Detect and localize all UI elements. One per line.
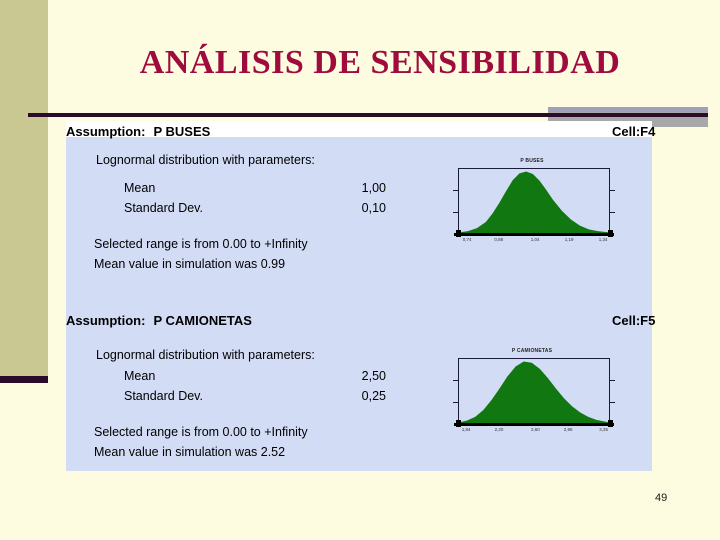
chart-plot-area-1: [458, 358, 610, 424]
chart-tick-label-1-4: 3,35: [599, 427, 608, 432]
assumption-label-1: Assumption:: [66, 313, 146, 328]
chart-title-1: P CAMIONETAS: [511, 348, 553, 354]
chart-tick-label-0-4: 1,34: [598, 237, 608, 242]
simulation-line-0: Mean value in simulation was 0.99: [94, 257, 286, 271]
chart-tick-label-0-1: 0,88: [494, 237, 504, 242]
chart-tick-labels-0: 0,74 0,88 1,04 1,19 1,34: [444, 237, 620, 247]
distribution-chart-1: P CAMIONETAS 1,84 2,20 2,60 2,96 3,35: [444, 348, 620, 440]
param-value-0-1: 0,10: [361, 201, 386, 215]
chart-ytick-right-0-1: [609, 212, 615, 213]
chart-ytick-right-1-0: [609, 380, 615, 381]
chart-axis-baseline-0: [454, 233, 614, 236]
chart-axis-cap-right-1: [608, 420, 613, 427]
chart-tick-label-1-3: 2,96: [563, 427, 573, 432]
report-panel-white-strip: [66, 121, 652, 137]
chart-tick-label-0-0: 0,74: [462, 237, 472, 242]
chart-ytick-0-0: [453, 190, 459, 191]
chart-title-0: P BUSES: [520, 158, 544, 164]
cell-label-text-1: Cell:: [612, 313, 641, 328]
chart-ytick-0-1: [453, 212, 459, 213]
assumption-header-0: Assumption: P BUSES: [66, 124, 210, 139]
cell-ref-1: Cell:F5: [612, 313, 655, 328]
cell-ref-0: Cell:F4: [612, 124, 655, 139]
chart-tick-label-0-3: 1,19: [564, 237, 574, 242]
chart-ytick-1-1: [453, 402, 459, 403]
divider-gray-highlight: [548, 107, 708, 112]
assumption-name-0: P BUSES: [153, 124, 211, 139]
distribution-chart-0: P BUSES 0,74 0,88 1,04 1,19 1,34: [444, 158, 620, 250]
chart-axis-cap-right-0: [608, 230, 613, 237]
left-decorative-band: [0, 0, 48, 376]
param-name-1-1: Standard Dev.: [124, 389, 203, 403]
chart-curve-0: [459, 171, 609, 233]
simulation-line-1: Mean value in simulation was 2.52: [94, 445, 286, 459]
param-name-0-1: Standard Dev.: [124, 201, 203, 215]
range-line-1: Selected range is from 0.00 to +Infinity: [94, 425, 308, 439]
range-line-0: Selected range is from 0.00 to +Infinity: [94, 237, 308, 251]
chart-axis-baseline-1: [454, 423, 614, 426]
param-name-1-0: Mean: [124, 369, 156, 383]
chart-tick-label-0-2: 1,04: [530, 237, 540, 242]
param-name-0-0: Mean: [124, 181, 156, 195]
cell-value-0: F4: [640, 124, 656, 139]
chart-ytick-right-1-1: [609, 402, 615, 403]
distribution-line-0: Lognormal distribution with parameters:: [96, 153, 315, 167]
cell-label-text-0: Cell:: [612, 124, 641, 139]
assumption-name-1: P CAMIONETAS: [153, 313, 252, 328]
chart-tick-labels-1: 1,84 2,20 2,60 2,96 3,35: [444, 427, 620, 437]
chart-tick-label-1-1: 2,20: [494, 427, 504, 432]
param-value-1-1: 0,25: [361, 389, 386, 403]
left-band-accent-bar: [0, 376, 48, 383]
distribution-line-1: Lognormal distribution with parameters:: [96, 348, 315, 362]
chart-axis-cap-left-0: [456, 230, 461, 237]
page-title: ANÁLISIS DE SENSIBILIDAD: [139, 44, 621, 81]
param-value-0-0: 1,00: [361, 181, 386, 195]
page-number: 49: [655, 492, 668, 504]
chart-curve-1: [459, 361, 609, 423]
cell-value-1: F5: [640, 313, 656, 328]
param-value-1-0: 2,50: [361, 369, 386, 383]
chart-tick-label-1-0: 1,84: [461, 427, 471, 432]
title-divider-line: [28, 113, 708, 117]
assumption-label-0: Assumption:: [66, 124, 146, 139]
chart-axis-cap-left-1: [456, 420, 461, 427]
chart-ytick-1-0: [453, 380, 459, 381]
chart-plot-area-0: [458, 168, 610, 234]
chart-ytick-right-0-0: [609, 190, 615, 191]
chart-tick-label-1-2: 2,60: [531, 427, 540, 432]
assumption-header-1: Assumption: P CAMIONETAS: [66, 313, 252, 328]
